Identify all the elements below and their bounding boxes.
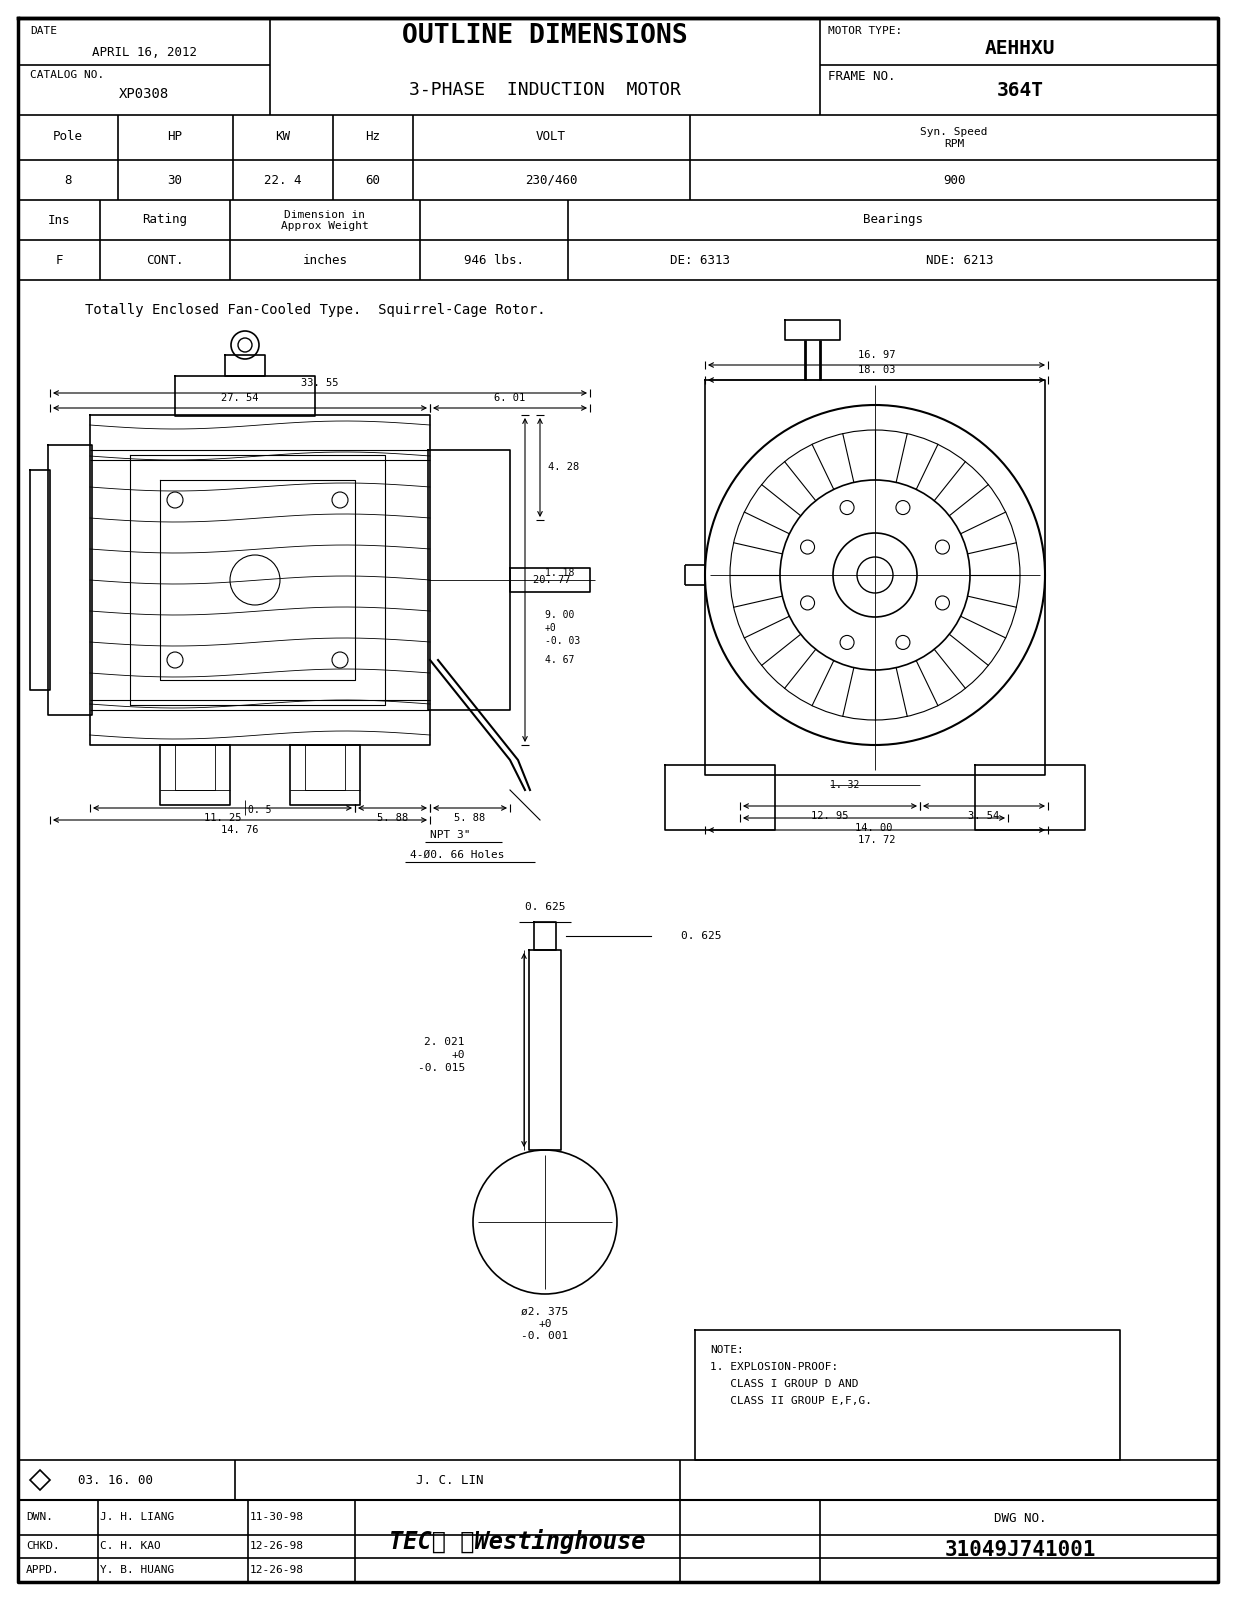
Text: 2. 021: 2. 021	[424, 1037, 465, 1046]
Text: 900: 900	[943, 173, 965, 187]
Text: Ins: Ins	[48, 213, 70, 227]
Text: inches: inches	[303, 253, 347, 267]
Text: DATE: DATE	[30, 26, 57, 35]
Text: 5. 88: 5. 88	[377, 813, 408, 822]
Text: 14. 76: 14. 76	[221, 826, 258, 835]
Text: CONT.: CONT.	[146, 253, 184, 267]
Text: 9. 00: 9. 00	[545, 610, 575, 619]
Text: DE: 6313: DE: 6313	[670, 253, 730, 267]
Text: APPD.: APPD.	[26, 1565, 59, 1574]
Text: VOLT: VOLT	[536, 131, 566, 144]
Text: 5. 88: 5. 88	[455, 813, 486, 822]
Text: 30: 30	[168, 173, 183, 187]
Text: RPM: RPM	[944, 139, 964, 149]
Text: CATALOG NO.: CATALOG NO.	[30, 70, 104, 80]
Text: Syn. Speed: Syn. Speed	[921, 126, 988, 138]
Text: 0. 625: 0. 625	[525, 902, 565, 912]
Text: 22. 4: 22. 4	[265, 173, 302, 187]
Text: CHKD.: CHKD.	[26, 1541, 59, 1550]
Text: Y. B. HUANG: Y. B. HUANG	[100, 1565, 174, 1574]
Text: Totally Enclosed Fan-Cooled Type.  Squirrel-Cage Rotor.: Totally Enclosed Fan-Cooled Type. Squirr…	[85, 302, 545, 317]
Text: XP0308: XP0308	[119, 86, 169, 101]
Text: NOTE:: NOTE:	[709, 1346, 744, 1355]
Text: C. H. KAO: C. H. KAO	[100, 1541, 161, 1550]
Text: 1. 18: 1. 18	[545, 568, 575, 578]
Text: CLASS I GROUP D AND: CLASS I GROUP D AND	[709, 1379, 859, 1389]
Text: 11-30-98: 11-30-98	[250, 1512, 304, 1522]
Text: +0: +0	[538, 1318, 551, 1330]
Text: Dimension in: Dimension in	[284, 210, 366, 219]
Text: -0. 015: -0. 015	[418, 1062, 465, 1074]
Text: 364T: 364T	[996, 80, 1043, 99]
Text: Hz: Hz	[366, 131, 381, 144]
Text: 60: 60	[366, 173, 381, 187]
Text: J. H. LIANG: J. H. LIANG	[100, 1512, 174, 1522]
Text: 1. EXPLOSION-PROOF:: 1. EXPLOSION-PROOF:	[709, 1362, 838, 1371]
Text: MOTOR TYPE:: MOTOR TYPE:	[828, 26, 902, 35]
Text: KW: KW	[276, 131, 290, 144]
Text: 14. 00: 14. 00	[855, 822, 892, 834]
Text: CLASS II GROUP E,F,G.: CLASS II GROUP E,F,G.	[709, 1395, 873, 1406]
Text: 3. 54: 3. 54	[968, 811, 1000, 821]
Text: 4. 67: 4. 67	[545, 654, 575, 666]
Text: F: F	[56, 253, 63, 267]
Text: 18. 03: 18. 03	[858, 365, 895, 374]
Text: 33. 55: 33. 55	[302, 378, 339, 387]
Text: 1. 32: 1. 32	[831, 781, 860, 790]
Text: 03. 16. 00: 03. 16. 00	[78, 1474, 153, 1486]
Text: HP: HP	[168, 131, 183, 144]
Text: 230/460: 230/460	[525, 173, 577, 187]
Text: NPT 3": NPT 3"	[430, 830, 471, 840]
Text: Rating: Rating	[142, 213, 188, 227]
Text: AEHHXU: AEHHXU	[985, 38, 1056, 58]
Text: FRAME NO.: FRAME NO.	[828, 70, 896, 83]
Text: 4-Ø0. 66 Holes: 4-Ø0. 66 Holes	[410, 850, 504, 861]
Text: TECⓇ ⓈWestinghouse: TECⓇ ⓈWestinghouse	[389, 1528, 645, 1554]
Text: OUTLINE DIMENSIONS: OUTLINE DIMENSIONS	[402, 22, 688, 50]
Text: -0. 001: -0. 001	[522, 1331, 569, 1341]
Text: Pole: Pole	[53, 131, 83, 144]
Text: 31049J741001: 31049J741001	[944, 1539, 1096, 1560]
Text: 0. 5: 0. 5	[248, 805, 272, 814]
Text: APRIL 16, 2012: APRIL 16, 2012	[91, 46, 197, 59]
Text: 27. 54: 27. 54	[221, 394, 258, 403]
Text: NDE: 6213: NDE: 6213	[926, 253, 994, 267]
Text: 17. 72: 17. 72	[858, 835, 895, 845]
Text: +0: +0	[545, 622, 556, 634]
Text: -0. 03: -0. 03	[545, 635, 580, 646]
Text: 20. 77: 20. 77	[533, 574, 571, 586]
Text: +0: +0	[451, 1050, 465, 1059]
Text: 6. 01: 6. 01	[494, 394, 525, 403]
Text: 8: 8	[64, 173, 72, 187]
Text: 12. 95: 12. 95	[811, 811, 849, 821]
Text: J. C. LIN: J. C. LIN	[417, 1474, 483, 1486]
Text: 0. 625: 0. 625	[681, 931, 722, 941]
Text: 946 lbs.: 946 lbs.	[464, 253, 524, 267]
Text: 12-26-98: 12-26-98	[250, 1541, 304, 1550]
Text: 4. 28: 4. 28	[548, 462, 580, 472]
Text: 3-PHASE  INDUCTION  MOTOR: 3-PHASE INDUCTION MOTOR	[409, 82, 681, 99]
Text: ø2. 375: ø2. 375	[522, 1307, 569, 1317]
Text: 11. 25: 11. 25	[204, 813, 241, 822]
Text: 12-26-98: 12-26-98	[250, 1565, 304, 1574]
Text: Bearings: Bearings	[863, 213, 923, 227]
Text: DWG NO.: DWG NO.	[994, 1512, 1046, 1525]
Text: 16. 97: 16. 97	[858, 350, 895, 360]
Text: DWN.: DWN.	[26, 1512, 53, 1522]
Text: Approx Weight: Approx Weight	[281, 221, 368, 230]
